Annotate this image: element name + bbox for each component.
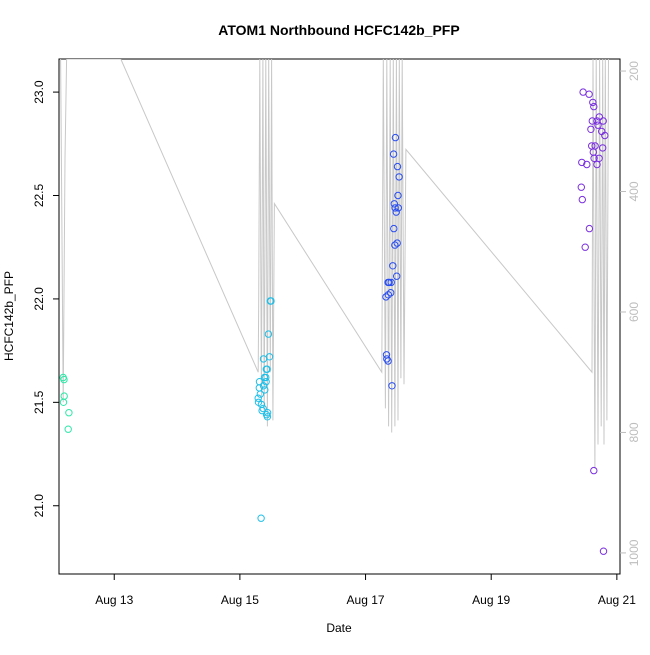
- data-point: [391, 204, 399, 212]
- plot-frame: [58, 58, 621, 575]
- data-point: [261, 386, 269, 394]
- data-point: [590, 466, 598, 475]
- data-point: [59, 398, 68, 406]
- data-point: [262, 378, 270, 386]
- data-point: [599, 547, 608, 555]
- y-axis-label: HCFC142b_PFP: [2, 271, 16, 361]
- right-y-tick-label: 600: [627, 302, 641, 322]
- data-point: [579, 88, 587, 96]
- data-point: [264, 330, 273, 338]
- data-point: [390, 200, 398, 208]
- right-y-tick-label: 400: [627, 181, 641, 201]
- y-tick-label: 23.0: [32, 80, 46, 104]
- data-point: [587, 125, 595, 134]
- data-point: [590, 102, 598, 111]
- x-axis-label: Date: [326, 621, 352, 635]
- altitude-line: [60, 59, 609, 469]
- data-point: [263, 365, 271, 373]
- x-tick-label: Aug 19: [472, 593, 510, 607]
- data-point-layer: [59, 88, 609, 555]
- data-point: [601, 131, 609, 140]
- right-y-tick-label: 200: [627, 61, 641, 81]
- data-point: [391, 241, 399, 249]
- data-point: [599, 144, 607, 152]
- data-point: [256, 390, 264, 398]
- data-point: [581, 243, 589, 251]
- data-point: [394, 191, 402, 200]
- data-point: [393, 239, 401, 247]
- data-point: [382, 293, 390, 301]
- data-point: [64, 425, 72, 433]
- data-point: [257, 514, 265, 522]
- data-point: [259, 382, 268, 390]
- data-point: [578, 158, 586, 167]
- x-tick-label: Aug 15: [221, 593, 259, 607]
- data-point: [387, 278, 395, 287]
- data-point: [65, 409, 73, 417]
- data-point: [395, 173, 403, 181]
- x-tick-label: Aug 13: [95, 593, 133, 607]
- data-point: [585, 224, 594, 233]
- data-point: [262, 373, 270, 382]
- right-y-tick-label: 800: [627, 422, 641, 442]
- data-point: [389, 262, 397, 270]
- data-point: [389, 150, 398, 158]
- data-point: [60, 375, 68, 384]
- y-tick-label: 22.5: [32, 184, 46, 208]
- data-point: [599, 117, 607, 125]
- data-point: [589, 98, 597, 107]
- data-point: [266, 297, 274, 305]
- x-tick-label: Aug 21: [598, 593, 636, 607]
- right-y-tick-label: 1000: [627, 539, 641, 566]
- data-point: [595, 154, 603, 163]
- data-point: [588, 117, 596, 125]
- altitude-line-layer: [60, 59, 609, 469]
- data-point: [384, 357, 392, 365]
- data-point: [391, 133, 400, 142]
- data-point: [388, 382, 396, 390]
- data-point: [585, 90, 593, 98]
- data-point: [384, 278, 392, 287]
- x-tick-label: Aug 17: [347, 593, 385, 607]
- chart-title: ATOM1 Northbound HCFC142b_PFP: [218, 22, 459, 38]
- data-point: [594, 121, 602, 129]
- data-point: [384, 291, 392, 299]
- data-point: [390, 224, 398, 233]
- data-point: [393, 162, 402, 171]
- y-tick-label: 21.0: [32, 494, 46, 518]
- data-point: [263, 413, 272, 421]
- data-point: [383, 355, 391, 363]
- axis-layer: 21.0 21.5 22.0 22.5 23.0 Aug 13 Aug 15 Aug 17 Au…: [32, 61, 641, 607]
- data-point: [394, 204, 402, 212]
- data-point: [577, 183, 585, 191]
- data-point: [595, 113, 603, 121]
- data-point: [590, 154, 598, 163]
- y-tick-label: 21.5: [32, 390, 46, 414]
- data-point: [60, 392, 68, 400]
- y-tick-label: 22.0: [32, 287, 46, 311]
- data-point: [392, 208, 400, 216]
- data-point: [393, 272, 401, 280]
- data-point: [583, 160, 591, 169]
- data-point: [254, 394, 262, 402]
- data-point: [258, 406, 266, 415]
- data-point: [387, 289, 395, 297]
- data-point: [265, 353, 274, 361]
- data-point: [578, 195, 586, 204]
